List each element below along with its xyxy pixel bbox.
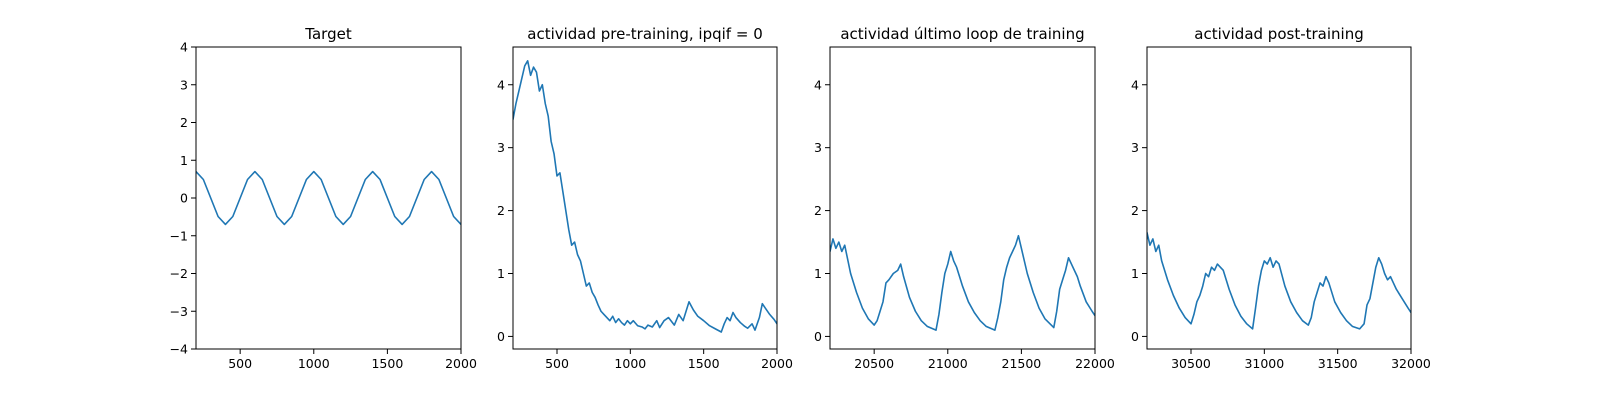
panel-last-training-loop: actividad último loop de training 20500 2…	[814, 25, 1115, 371]
y-tick-label: 3	[497, 140, 505, 155]
y-tick-label: 1	[180, 153, 188, 168]
panel-title: actividad último loop de training	[840, 25, 1084, 43]
y-tick-label: 2	[1131, 203, 1139, 218]
series-line	[513, 60, 777, 333]
y-tick-label: 1	[814, 266, 822, 281]
y-tick-label: 2	[180, 115, 188, 130]
y-tick-label: 2	[497, 203, 505, 218]
y-tick-label: 0	[1131, 329, 1139, 344]
y-tick-label: 4	[814, 77, 822, 92]
x-tick-label: 500	[545, 356, 569, 371]
y-tick-label: 4	[180, 40, 188, 55]
x-tick-label: 1500	[688, 356, 720, 371]
panel-title: Target	[304, 25, 352, 43]
y-tick-label: 4	[497, 77, 505, 92]
y-tick-label: 3	[180, 77, 188, 92]
x-tick-label: 21000	[928, 356, 968, 371]
x-tick-label: 2000	[761, 356, 793, 371]
y-tick-label: 3	[1131, 140, 1139, 155]
x-tick-label: 20500	[854, 356, 894, 371]
x-tick-label: 21500	[1002, 356, 1042, 371]
axes-frame	[1146, 46, 1412, 350]
x-tick-label: 31000	[1244, 356, 1284, 371]
y-tick-label: −3	[170, 304, 188, 319]
y-tick-label: −1	[170, 228, 188, 243]
y-tick-label: 1	[1131, 266, 1139, 281]
panel-pre-training: actividad pre-training, ipqif = 0 500 100…	[497, 25, 793, 371]
x-tick-label: 2000	[445, 356, 477, 371]
y-tick-label: 0	[497, 329, 505, 344]
panel-post-training: actividad post-training 30500 31000 31500 3…	[1131, 25, 1431, 371]
x-tick-label: 1000	[614, 356, 646, 371]
x-tick-label: 32000	[1391, 356, 1431, 371]
x-tick-label: 31500	[1318, 356, 1358, 371]
y-tick-label: −2	[170, 266, 188, 281]
series-line	[196, 170, 461, 226]
axes-frame	[512, 46, 778, 350]
axes-frame	[829, 46, 1096, 350]
y-tick-label: −4	[170, 342, 188, 357]
panel-target: Target 500 1000 1500 2000 −4 −3 −2 −1 0 1 2 3 4	[170, 25, 477, 371]
y-tick-label: 1	[497, 266, 505, 281]
panel-title: actividad post-training	[1194, 25, 1363, 43]
x-tick-label: 500	[228, 356, 252, 371]
y-tick-label: 3	[814, 140, 822, 155]
x-tick-label: 22000	[1075, 356, 1115, 371]
y-tick-label: 0	[180, 191, 188, 206]
series-line	[830, 234, 1095, 331]
y-tick-label: 4	[1131, 77, 1139, 92]
panel-title: actividad pre-training, ipqif = 0	[527, 25, 763, 43]
y-tick-label: 0	[814, 329, 822, 344]
y-tick-label: 2	[814, 203, 822, 218]
x-tick-label: 1000	[298, 356, 330, 371]
x-tick-label: 30500	[1171, 356, 1211, 371]
series-line	[1147, 231, 1411, 330]
x-tick-label: 1500	[371, 356, 403, 371]
